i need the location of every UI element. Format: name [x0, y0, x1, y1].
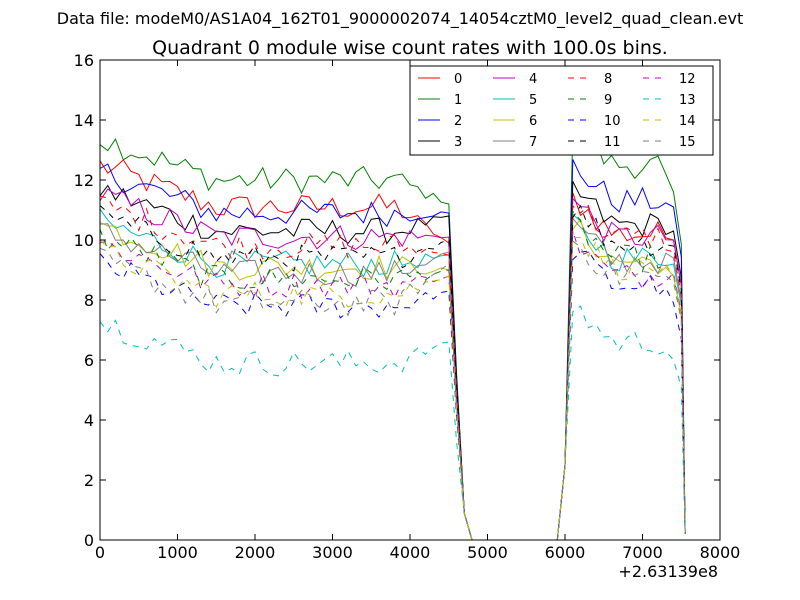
x-tick-label: 3000 [312, 543, 353, 562]
y-tick-label: 12 [74, 171, 94, 190]
series-line-8 [99, 195, 686, 541]
x-tick-label: 1000 [157, 543, 198, 562]
x-axis-offset-label: +2.63139e8 [618, 562, 718, 581]
series-line-12 [99, 230, 686, 541]
series-line-11 [99, 204, 686, 541]
series-line-7 [99, 217, 686, 541]
axis-tick-labels: 0 1000 2000 3000 4000 5000 6000 7000 80000246810… [74, 51, 741, 562]
series-line-1 [99, 127, 686, 541]
x-tick-label: 0 [95, 543, 105, 562]
legend-label-5: 5 [529, 93, 537, 108]
series-line-13 [99, 305, 686, 541]
series-line-0 [99, 159, 686, 541]
x-tick-label: 4000 [390, 543, 431, 562]
series-line-5 [99, 209, 686, 541]
x-tick-label: 7000 [622, 543, 663, 562]
y-tick-label: 14 [74, 111, 94, 130]
legend-label-14: 14 [679, 114, 696, 129]
legend-label-13: 13 [679, 93, 696, 108]
legend-label-8: 8 [604, 72, 612, 87]
legend-label-0: 0 [454, 72, 462, 87]
series-line-3 [99, 181, 686, 541]
legend-label-1: 1 [454, 93, 462, 108]
legend-label-2: 2 [454, 114, 462, 129]
series-line-2 [99, 159, 686, 541]
legend-label-15: 15 [679, 135, 696, 150]
chart-supertitle: Data file: modeM0/AS1A04_162T01_90000020… [57, 9, 743, 29]
legend-label-6: 6 [529, 114, 537, 129]
y-tick-label: 0 [84, 531, 94, 550]
series-line-15 [99, 240, 686, 541]
x-tick-label: 2000 [235, 543, 276, 562]
series-line-9 [99, 209, 686, 541]
legend-label-7: 7 [529, 135, 537, 150]
legend-label-9: 9 [604, 93, 612, 108]
series-line-4 [99, 188, 686, 541]
y-tick-label: 16 [74, 51, 94, 70]
legend-label-3: 3 [454, 135, 462, 150]
x-tick-label: 8000 [700, 543, 741, 562]
legend-box [409, 65, 714, 156]
chart-title: Quadrant 0 module wise count rates with … [152, 37, 668, 59]
legend-label-11: 11 [604, 135, 621, 150]
series-line-6 [99, 218, 686, 541]
y-tick-label: 8 [84, 291, 94, 310]
axis-ticks [99, 59, 721, 541]
series-layer [99, 127, 686, 541]
y-tick-label: 2 [84, 471, 94, 490]
x-tick-label: 5000 [467, 543, 508, 562]
series-line-14 [99, 236, 686, 541]
y-tick-label: 6 [84, 351, 94, 370]
y-tick-label: 4 [84, 411, 94, 430]
y-tick-label: 10 [74, 231, 94, 250]
legend-label-4: 4 [529, 72, 537, 87]
legend-label-10: 10 [604, 114, 621, 129]
x-tick-label: 6000 [545, 543, 586, 562]
legend-label-12: 12 [679, 72, 696, 87]
